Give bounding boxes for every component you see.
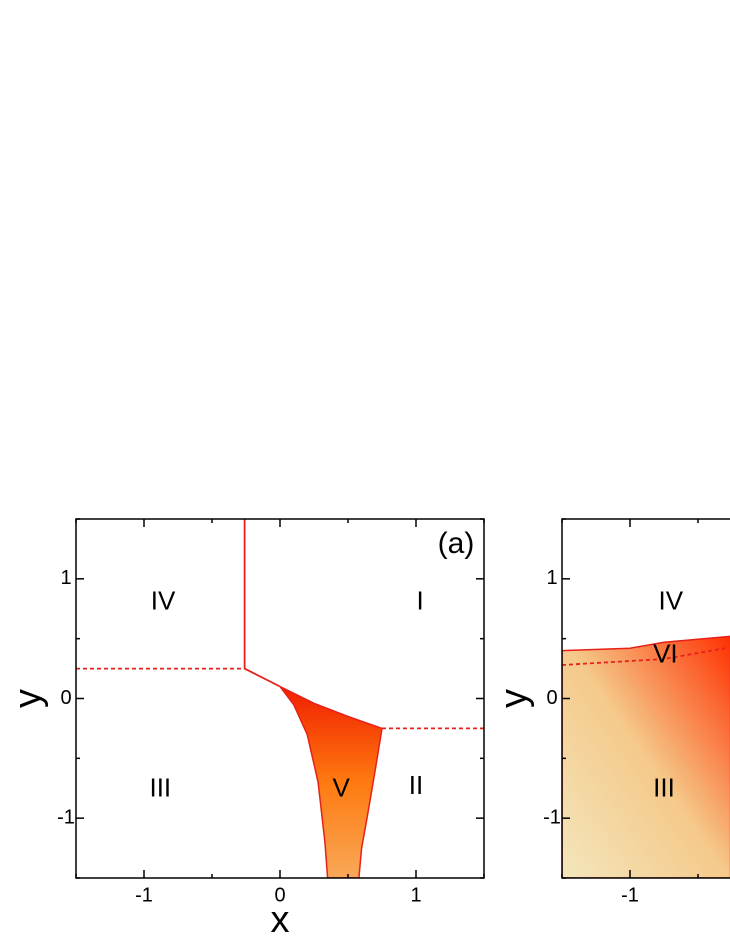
region-label: V: [333, 772, 351, 802]
y-tick-label: 1: [60, 567, 71, 589]
region-fill: [562, 635, 730, 878]
y-tick-label: 1: [546, 567, 557, 589]
x-tick-label: 0: [274, 884, 285, 906]
x-axis-label: x: [271, 899, 290, 941]
axes-frame: [75, 518, 485, 879]
y-tick-label: -1: [543, 806, 561, 828]
x-tick-label: -1: [135, 884, 153, 906]
y-axis-label: y: [493, 689, 535, 708]
plot-area: IV VI III: [562, 586, 730, 878]
region-label: III: [653, 772, 675, 802]
region-label: II: [409, 770, 423, 800]
dashed-boundary: [562, 647, 726, 666]
region-label: I: [416, 586, 423, 616]
region-label: III: [149, 772, 171, 802]
solid-boundary: [244, 667, 281, 688]
y-axis-label: y: [7, 689, 49, 708]
y-tick-label: 0: [546, 687, 557, 709]
region-fill: [279, 685, 383, 878]
x-tick-label: -1: [621, 884, 639, 906]
x-tick-label: 1: [410, 884, 421, 906]
panel: IV VI III -1 -1 0 1 y: [493, 518, 730, 906]
panel-label: (a): [438, 527, 475, 560]
region-label: IV: [151, 586, 176, 616]
y-tick-label: -1: [57, 806, 75, 828]
region-label: VI: [653, 638, 678, 668]
y-tick-label: 0: [60, 687, 71, 709]
region-label: IV: [659, 586, 684, 616]
